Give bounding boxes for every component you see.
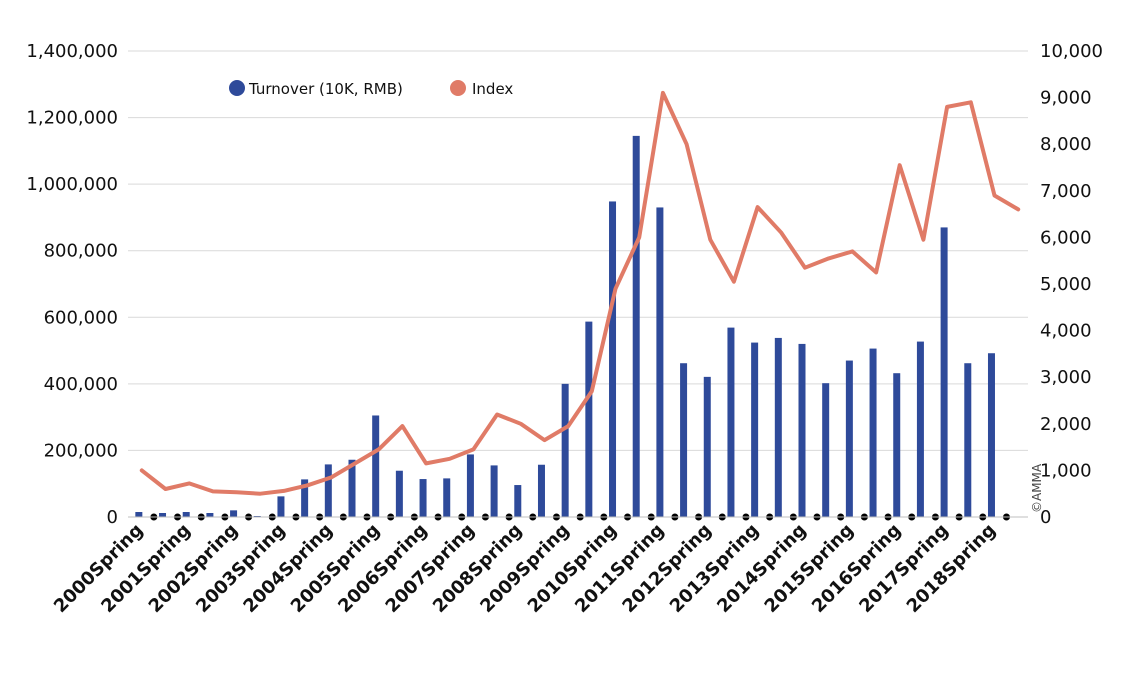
turnover-bar bbox=[893, 373, 901, 517]
turnover-bar bbox=[798, 343, 806, 517]
legend-turnover-label: Turnover (10K, RMB) bbox=[248, 80, 403, 98]
gridlines bbox=[128, 50, 1028, 451]
turnover-bar bbox=[632, 135, 640, 517]
right-y-tick-label: 9,000 bbox=[1040, 88, 1092, 109]
left-y-tick-label: 1,200,000 bbox=[26, 108, 118, 129]
left-y-tick-label: 1,000,000 bbox=[26, 174, 118, 195]
turnover-bar bbox=[987, 353, 995, 517]
right-y-tick-label: 2,000 bbox=[1040, 414, 1092, 435]
turnover-bar bbox=[703, 376, 711, 517]
turnover-bar bbox=[348, 459, 356, 517]
turnover-bar bbox=[916, 341, 924, 517]
turnover-bar bbox=[561, 383, 569, 517]
turnover-bar bbox=[301, 479, 309, 517]
turnover-bar bbox=[751, 342, 759, 517]
turnover-bar bbox=[727, 327, 735, 517]
turnover-bar bbox=[466, 454, 474, 517]
legend-index-marker bbox=[450, 80, 466, 96]
turnover-bar bbox=[656, 207, 664, 517]
legend: Turnover (10K, RMB) Index bbox=[229, 80, 513, 98]
turnover-bar bbox=[135, 512, 143, 517]
legend-index-label: Index bbox=[472, 80, 513, 98]
turnover-bar bbox=[490, 465, 498, 517]
turnover-bar bbox=[419, 479, 427, 517]
right-y-tick-label: 6,000 bbox=[1040, 227, 1092, 248]
right-y-tick-label: 4,000 bbox=[1040, 321, 1092, 342]
x-axis: 2000Spring2001Spring2002Spring2003Spring… bbox=[50, 516, 1028, 617]
turnover-bar bbox=[182, 512, 190, 517]
turnover-bar bbox=[395, 470, 403, 517]
right-y-tick-label: 3,000 bbox=[1040, 367, 1092, 388]
right-y-tick-label: 1,000 bbox=[1040, 460, 1092, 481]
left-y-axis: 0 200,000 400,000 600,000 800,000 1,000,000 1,… bbox=[26, 41, 118, 528]
turnover-bar bbox=[845, 360, 853, 517]
right-y-axis: 0 1,000 2,000 3,000 4,000 5,000 6,000 7,000 8,00… bbox=[1040, 41, 1103, 528]
right-y-tick-label: 7,000 bbox=[1040, 181, 1092, 202]
watermark-text: ©AMMA bbox=[1030, 463, 1044, 513]
index-line bbox=[139, 90, 1021, 496]
turnover-bar bbox=[514, 485, 522, 517]
right-y-tick-label: 10,000 bbox=[1040, 41, 1103, 62]
index-line-layer bbox=[139, 90, 1021, 496]
turnover-bar bbox=[869, 348, 877, 517]
left-y-tick-label: 1,400,000 bbox=[26, 41, 118, 62]
left-y-tick-label: 400,000 bbox=[44, 374, 118, 395]
left-y-tick-label: 200,000 bbox=[44, 440, 118, 461]
turnover-bar bbox=[277, 496, 285, 517]
left-y-tick-label: 600,000 bbox=[44, 307, 118, 328]
right-y-tick-label: 5,000 bbox=[1040, 274, 1092, 295]
right-y-tick-label: 0 bbox=[1040, 507, 1051, 528]
turnover-bar bbox=[585, 321, 593, 517]
turnover-bar bbox=[609, 201, 617, 518]
turnover-bar bbox=[159, 513, 167, 517]
turnover-bar bbox=[324, 464, 332, 517]
turnover-bar bbox=[822, 383, 830, 517]
turnover-bar bbox=[774, 337, 782, 517]
turnover-bar bbox=[940, 227, 948, 517]
left-y-tick-label: 0 bbox=[107, 507, 118, 528]
turnover-bar bbox=[443, 478, 451, 517]
turnover-bar bbox=[372, 415, 380, 517]
turnover-bars bbox=[135, 135, 995, 518]
right-y-tick-label: 8,000 bbox=[1040, 134, 1092, 155]
left-y-tick-label: 800,000 bbox=[44, 241, 118, 262]
turnover-bar bbox=[537, 464, 545, 517]
category-markers bbox=[150, 513, 1010, 521]
turnover-bar bbox=[680, 363, 688, 517]
turnover-bar bbox=[964, 363, 972, 517]
legend-turnover-marker bbox=[229, 80, 245, 96]
turnover-bar bbox=[206, 513, 214, 517]
turnover-bar bbox=[230, 510, 238, 517]
